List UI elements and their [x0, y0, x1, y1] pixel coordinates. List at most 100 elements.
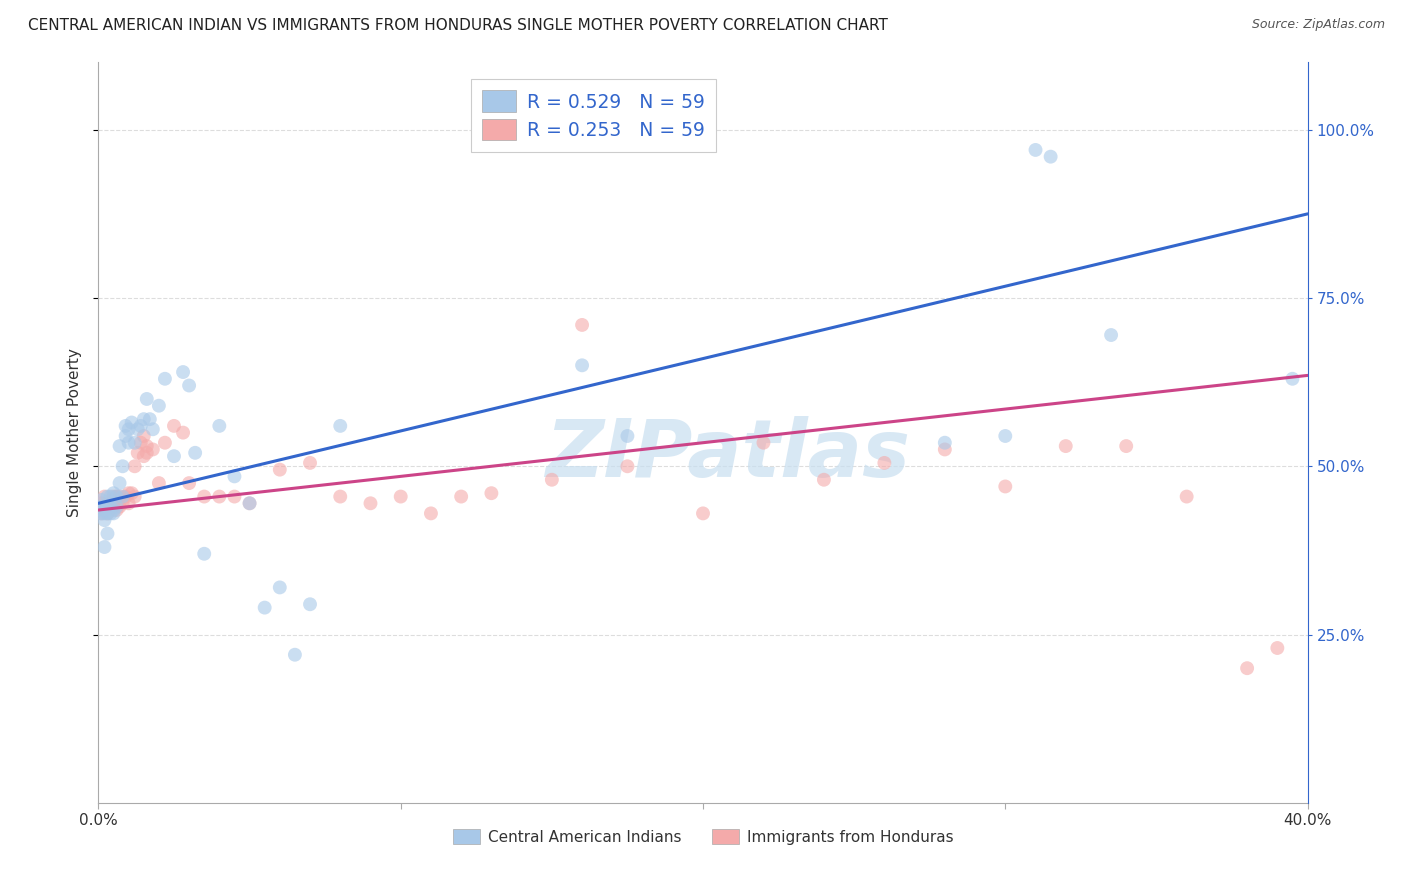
Point: [1236, 661, 1258, 675]
Point: [100, 500, 122, 514]
Point: [124, 435, 146, 450]
Point: [360, 496, 382, 510]
Point: [813, 473, 835, 487]
Point: [105, 503, 128, 517]
Point: [193, 547, 215, 561]
Point: [208, 418, 231, 433]
Point: [90, 507, 112, 521]
Point: [108, 500, 131, 514]
Point: [616, 429, 638, 443]
Point: [934, 435, 956, 450]
Point: [93, 500, 115, 514]
Point: [481, 486, 503, 500]
Point: [118, 422, 141, 436]
Point: [540, 473, 562, 487]
Point: [132, 449, 155, 463]
Point: [103, 490, 125, 504]
Point: [108, 476, 131, 491]
Point: [389, 490, 412, 504]
Point: [208, 490, 231, 504]
Point: [1054, 439, 1077, 453]
Point: [172, 365, 194, 379]
Point: [184, 446, 207, 460]
Point: [1267, 640, 1289, 655]
Point: [269, 462, 291, 476]
Point: [93, 507, 115, 521]
Point: [142, 422, 165, 436]
Point: [111, 490, 134, 504]
Point: [127, 422, 149, 436]
Point: [108, 490, 131, 504]
Point: [100, 490, 122, 504]
Point: [118, 496, 141, 510]
Point: [132, 412, 155, 426]
Point: [90, 500, 112, 514]
Point: [93, 503, 115, 517]
Point: [329, 490, 352, 504]
Point: [90, 507, 112, 521]
Point: [111, 459, 134, 474]
Point: [1115, 439, 1137, 453]
Point: [114, 429, 136, 443]
Point: [93, 540, 115, 554]
Point: [1175, 490, 1198, 504]
Point: [616, 459, 638, 474]
Point: [284, 648, 307, 662]
Point: [179, 378, 201, 392]
Legend: Central American Indians, Immigrants from Honduras: Central American Indians, Immigrants fro…: [447, 822, 959, 851]
Point: [139, 412, 162, 426]
Point: [994, 479, 1017, 493]
Point: [299, 597, 322, 611]
Point: [129, 418, 152, 433]
Point: [179, 476, 201, 491]
Point: [127, 446, 149, 460]
Point: [239, 496, 262, 510]
Point: [163, 449, 186, 463]
Point: [1099, 328, 1122, 343]
Point: [224, 490, 246, 504]
Point: [1281, 372, 1303, 386]
Y-axis label: Single Mother Poverty: Single Mother Poverty: [67, 348, 83, 517]
Point: [299, 456, 322, 470]
Point: [934, 442, 956, 457]
Point: [142, 442, 165, 457]
Point: [752, 435, 775, 450]
Point: [90, 492, 112, 507]
Point: [90, 500, 112, 514]
Point: [239, 496, 262, 510]
Point: [124, 490, 146, 504]
Point: [329, 418, 352, 433]
Point: [100, 500, 122, 514]
Point: [105, 490, 128, 504]
Point: [96, 507, 118, 521]
Point: [96, 526, 118, 541]
Point: [111, 496, 134, 510]
Point: [135, 439, 157, 453]
Point: [103, 486, 125, 500]
Point: [172, 425, 194, 440]
Point: [148, 476, 170, 491]
Point: [269, 581, 291, 595]
Text: Source: ZipAtlas.com: Source: ZipAtlas.com: [1251, 18, 1385, 31]
Point: [253, 600, 276, 615]
Point: [129, 435, 152, 450]
Point: [96, 500, 118, 514]
Point: [100, 507, 122, 521]
Text: CENTRAL AMERICAN INDIAN VS IMMIGRANTS FROM HONDURAS SINGLE MOTHER POVERTY CORREL: CENTRAL AMERICAN INDIAN VS IMMIGRANTS FR…: [28, 18, 889, 33]
Point: [148, 399, 170, 413]
Point: [135, 392, 157, 406]
Point: [103, 503, 125, 517]
Point: [873, 456, 896, 470]
Point: [96, 490, 118, 504]
Point: [118, 486, 141, 500]
Point: [994, 429, 1017, 443]
Point: [93, 513, 115, 527]
Point: [90, 496, 112, 510]
Point: [1039, 150, 1062, 164]
Point: [124, 459, 146, 474]
Point: [163, 418, 186, 433]
Point: [121, 486, 143, 500]
Text: ZIPatlas: ZIPatlas: [544, 416, 910, 494]
Point: [224, 469, 246, 483]
Point: [692, 507, 714, 521]
